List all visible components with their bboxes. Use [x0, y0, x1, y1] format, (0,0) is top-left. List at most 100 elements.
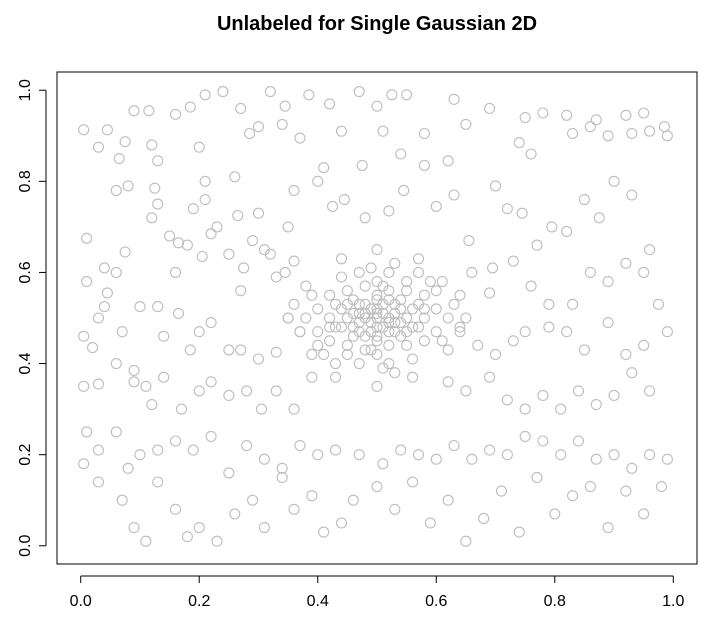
scatter-point — [377, 362, 389, 374]
scatter-point — [270, 385, 282, 397]
scatter-point — [638, 266, 650, 278]
scatter-point — [602, 317, 614, 329]
scatter-point — [584, 481, 596, 493]
scatter-point — [78, 124, 90, 136]
scatter-point — [513, 526, 525, 538]
scatter-point — [279, 266, 291, 278]
scatter-point — [525, 280, 537, 292]
scatter-point — [398, 184, 410, 196]
scatter-point — [338, 194, 350, 206]
scatter-point — [92, 444, 105, 456]
scatter-point — [329, 358, 342, 370]
scatter-point — [655, 481, 667, 493]
scatter-point — [389, 317, 401, 329]
scatter-point — [602, 130, 614, 142]
data-points — [78, 86, 673, 547]
scatter-point — [288, 403, 300, 415]
scatter-point — [460, 312, 472, 324]
scatter-point — [620, 485, 632, 497]
scatter-point — [193, 385, 205, 397]
y-axis: 0.0 0.2 0.4 0.6 0.8 1.0 — [17, 79, 47, 557]
scatter-point — [276, 462, 288, 474]
scatter-point — [116, 494, 128, 506]
scatter-point — [371, 307, 383, 319]
scatter-point — [407, 476, 419, 488]
scatter-point — [424, 517, 436, 529]
scatter-point — [196, 250, 208, 263]
scatter-point — [395, 317, 407, 329]
scatter-point — [244, 127, 256, 140]
y-tick-label: 0.6 — [17, 261, 34, 283]
scatter-point — [584, 266, 596, 278]
scatter-point — [519, 430, 531, 442]
scatter-point — [644, 244, 656, 256]
scatter-point — [122, 180, 134, 192]
scatter-point — [356, 159, 368, 171]
scatter-point — [644, 125, 656, 137]
scatter-point — [377, 280, 389, 292]
scatter-point — [501, 203, 513, 215]
scatter-point — [546, 221, 558, 233]
scatter-point — [232, 209, 244, 222]
scatter-point — [318, 162, 330, 174]
scatter-point — [81, 426, 93, 438]
scatter-point — [638, 339, 650, 351]
scatter-point — [158, 330, 170, 342]
scatter-point — [626, 462, 638, 474]
scatter-point — [235, 344, 247, 356]
scatter-point — [386, 89, 398, 101]
scatter-point — [608, 389, 620, 401]
scatter-point — [389, 367, 401, 379]
scatter-point — [187, 203, 199, 215]
scatter-point — [252, 207, 265, 219]
scatter-point — [140, 535, 152, 547]
scatter-point — [128, 522, 140, 534]
scatter-point — [306, 289, 318, 301]
scatter-point — [516, 207, 528, 219]
scatter-point — [418, 303, 430, 315]
scatter-point — [418, 335, 430, 347]
scatter-point — [638, 508, 650, 520]
scatter-point — [608, 449, 620, 461]
scatter-point — [152, 198, 164, 210]
scatter-point — [442, 344, 454, 356]
scatter-point — [143, 105, 155, 117]
scatter-point — [501, 394, 513, 406]
scatter-point — [602, 276, 614, 288]
scatter-point — [288, 503, 300, 515]
scatter-point — [341, 298, 353, 310]
scatter-point — [454, 326, 466, 338]
scatter-point — [318, 348, 330, 360]
scatter-point — [371, 321, 383, 333]
scatter-point — [638, 107, 650, 119]
scatter-point — [412, 321, 425, 333]
scatter-point — [519, 403, 531, 415]
scatter-point — [312, 175, 324, 187]
scatter-point — [466, 266, 478, 278]
scatter-point — [513, 137, 525, 149]
scatter-point — [270, 271, 282, 283]
scatter-point — [175, 403, 187, 415]
scatter-point — [110, 358, 122, 370]
scatter-point — [620, 348, 632, 360]
scatter-point — [101, 124, 113, 136]
scatter-point — [418, 312, 430, 324]
scatter-point — [288, 298, 300, 310]
scatter-point — [359, 344, 371, 356]
scatter-point — [644, 385, 656, 397]
scatter-point — [205, 430, 217, 442]
scatter-point — [371, 481, 383, 493]
scatter-point — [205, 376, 217, 388]
scatter-point — [537, 389, 549, 401]
scatter-point — [430, 453, 442, 465]
scatter-point — [371, 100, 383, 112]
scatter-point — [418, 159, 430, 171]
scatter-point — [353, 298, 365, 310]
scatter-point — [223, 248, 235, 260]
scatter-point — [134, 301, 146, 313]
scatter-point — [365, 344, 377, 356]
scatter-point — [229, 508, 241, 520]
scatter-point — [383, 339, 395, 351]
scatter-point — [335, 321, 347, 333]
scatter-point — [359, 280, 371, 292]
